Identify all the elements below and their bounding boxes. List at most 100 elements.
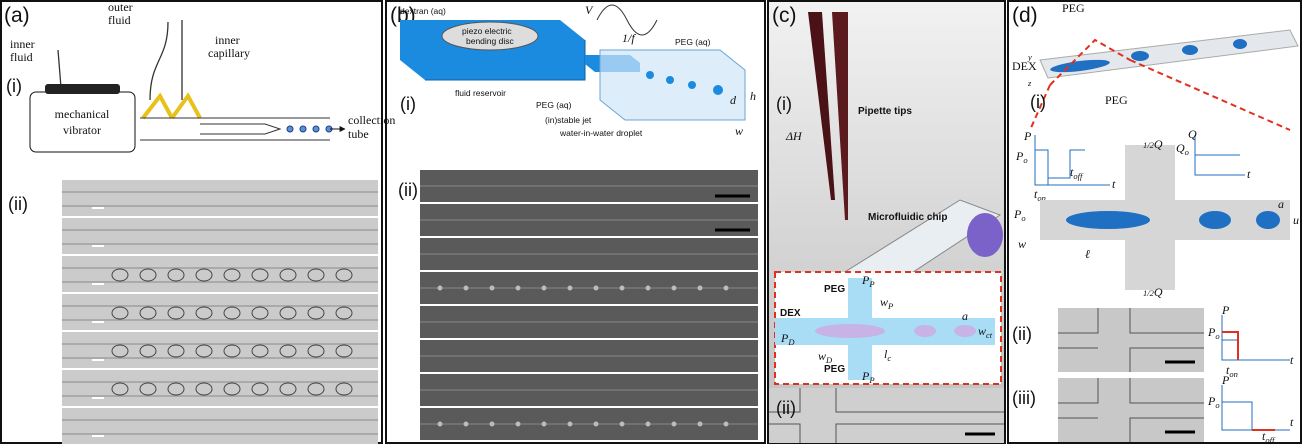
- label: Q: [1188, 127, 1197, 141]
- panel-b: (b) dextran (aq) piezo electric bending …: [386, 1, 765, 443]
- micrographs: [420, 170, 758, 440]
- label: y: [1027, 52, 1032, 62]
- glove: [967, 213, 1003, 257]
- inner-capillary: [200, 124, 280, 134]
- sub-label: (ii): [1012, 324, 1032, 344]
- label: P: [1221, 303, 1230, 317]
- droplet: [438, 422, 443, 427]
- pulse: [1222, 315, 1290, 360]
- label: toff: [1070, 165, 1084, 181]
- panel-c: (c) (i) ΔH Pipette tips Microfluidic chi…: [768, 1, 1005, 443]
- label: fluid reservoir: [455, 88, 506, 98]
- label: 1/2Q: [1143, 137, 1163, 151]
- pulse-on: [1222, 332, 1238, 360]
- label: z: [1027, 78, 1032, 88]
- dex-jet: [1066, 211, 1150, 229]
- droplet: [724, 286, 729, 291]
- label: Po: [1015, 149, 1028, 165]
- droplet: [646, 422, 651, 427]
- sub-label: (i): [776, 94, 792, 114]
- label: Po: [1013, 207, 1026, 223]
- label: Po: [1207, 325, 1220, 341]
- droplet: [542, 422, 547, 427]
- label: PEG: [824, 364, 845, 375]
- micrograph: [62, 370, 378, 406]
- sub-label: (ii): [776, 398, 796, 418]
- label: 1/f: [622, 31, 636, 45]
- label: piezo electric: [462, 26, 512, 36]
- droplet: [464, 286, 469, 291]
- label: DEX: [780, 308, 801, 319]
- droplet: [542, 286, 547, 291]
- label: t: [1247, 167, 1251, 181]
- label: w: [735, 124, 743, 138]
- label: ℓ: [1085, 247, 1090, 261]
- droplet: [1256, 211, 1280, 229]
- droplet: [1199, 211, 1231, 229]
- droplet: [914, 325, 936, 337]
- micrograph: [62, 294, 378, 330]
- label: PEG (aq): [675, 37, 711, 47]
- label: Po: [1207, 394, 1220, 410]
- sub-label: (iii): [1012, 388, 1036, 408]
- droplet: [698, 422, 703, 427]
- sub-label: (ii): [398, 180, 418, 200]
- label: outer: [108, 0, 133, 14]
- label: tube: [348, 127, 369, 141]
- label: u: [1293, 213, 1299, 227]
- droplet: [698, 286, 703, 291]
- channel: [600, 50, 745, 120]
- droplet: [490, 286, 495, 291]
- micrograph: [62, 408, 378, 444]
- label: Qo: [1176, 141, 1189, 157]
- label: DEX: [1012, 59, 1037, 73]
- label: V: [585, 3, 594, 17]
- label: bending disc: [466, 36, 514, 46]
- droplets: [287, 126, 332, 132]
- micrograph: [62, 218, 378, 254]
- label: 1/2Q: [1143, 285, 1163, 299]
- droplet: [490, 422, 495, 427]
- label: t: [1290, 415, 1294, 429]
- label: ΔH: [785, 129, 803, 143]
- label: mechanical: [55, 107, 110, 121]
- sub-label: (ii): [8, 194, 28, 214]
- micrographs: [62, 180, 378, 444]
- label: PEG: [824, 284, 845, 295]
- sub-label: (i): [6, 76, 22, 96]
- label: fluid: [10, 50, 33, 64]
- droplet: [464, 422, 469, 427]
- label: dextran (aq): [400, 6, 446, 16]
- label: t: [1112, 177, 1116, 191]
- droplet: [594, 286, 599, 291]
- label: toff: [1262, 429, 1276, 444]
- droplet: [954, 325, 976, 337]
- label: collection: [348, 113, 395, 127]
- label: h: [750, 89, 756, 103]
- label: Microfluidic chip: [868, 212, 947, 223]
- vibrator-box: [30, 92, 135, 152]
- droplet: [724, 422, 729, 427]
- label: d: [730, 93, 737, 107]
- micrograph: [62, 332, 378, 368]
- label: fluid: [108, 13, 131, 27]
- droplet: [516, 422, 521, 427]
- droplet: [672, 286, 677, 291]
- droplet: [516, 286, 521, 291]
- flow-plot: [1195, 135, 1245, 175]
- micrograph: [62, 256, 378, 292]
- label: inner: [10, 37, 35, 51]
- label: capillary: [208, 46, 250, 60]
- label: w: [1018, 237, 1026, 251]
- droplet: [438, 286, 443, 291]
- label: Pipette tips: [858, 106, 912, 117]
- label: t: [1290, 353, 1294, 367]
- sub-label: (i): [400, 94, 416, 114]
- dex-jet: [815, 324, 885, 338]
- panel-a: (a) inner fluid outer fluid inner capill…: [1, 0, 395, 444]
- label: water-in-water droplet: [559, 128, 643, 138]
- label: P: [1221, 373, 1230, 387]
- droplet: [620, 422, 625, 427]
- label: PEG: [1105, 93, 1128, 107]
- figure: (a) inner fluid outer fluid inner capill…: [0, 0, 1302, 444]
